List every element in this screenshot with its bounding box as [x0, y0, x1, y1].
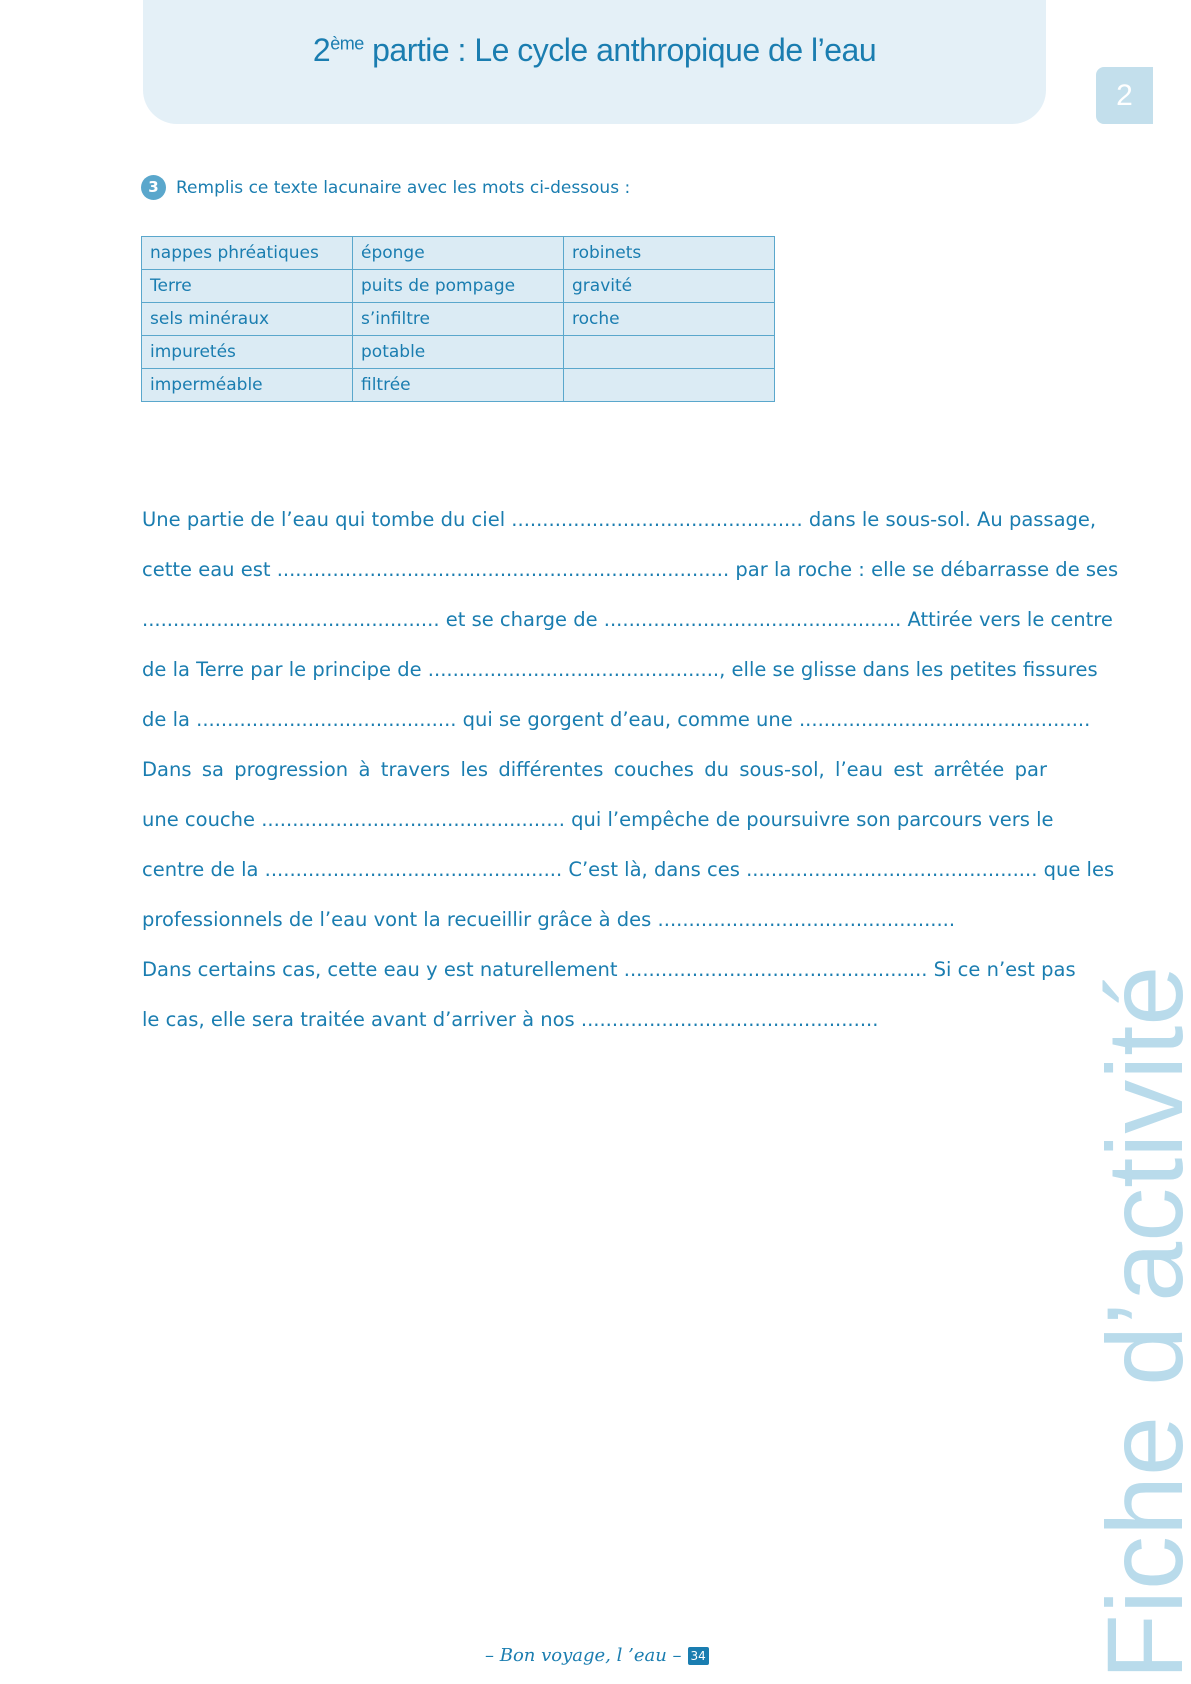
page-title: 2ème partie : Le cycle anthropique de l’… — [143, 32, 1046, 69]
word-cell: robinets — [563, 236, 775, 270]
word-cell: imperméable — [141, 368, 353, 402]
side-label: Fiche d’activité — [1084, 965, 1191, 1680]
text-line: Une partie de l’eau qui tombe du ciel ..… — [142, 508, 1097, 531]
table-row: sels minéraux s’infiltre roche — [141, 302, 775, 336]
word-cell — [563, 368, 775, 402]
text-line: Dans sa progression à travers les différ… — [142, 758, 1047, 781]
text-line: centre de la ...........................… — [142, 858, 1115, 881]
chapter-tab: 2 — [1096, 67, 1153, 124]
word-cell: Terre — [141, 269, 353, 303]
text-line: de la Terre par le principe de .........… — [142, 658, 1098, 681]
exercise-number-badge: 3 — [141, 175, 166, 200]
text-line: cette eau est ..........................… — [142, 558, 1119, 581]
word-table: nappes phréatiques éponge robinets Terre pui… — [141, 236, 775, 402]
footer-text: – Bon voyage, l ’eau – — [485, 1645, 682, 1666]
table-row: Terre puits de pompage gravité — [141, 269, 775, 303]
word-cell: sels minéraux — [141, 302, 353, 336]
table-row: nappes phréatiques éponge robinets — [141, 236, 775, 270]
word-cell: filtrée — [352, 368, 564, 402]
text-line: une couche .............................… — [142, 808, 1054, 831]
word-cell: gravité — [563, 269, 775, 303]
text-line: le cas, elle sera traitée avant d’arrive… — [142, 1008, 879, 1031]
fill-in-text: Une partie de l’eau qui tombe du ciel ..… — [142, 505, 1119, 1055]
table-row: imperméable filtrée — [141, 368, 775, 402]
text-line: ........................................… — [142, 608, 1113, 631]
page-number: 34 — [687, 1646, 709, 1665]
title-superscript: ème — [330, 33, 364, 54]
title-number: 2 — [312, 32, 331, 68]
instruction-text: Remplis ce texte lacunaire avec les mots… — [176, 177, 631, 198]
page-header: 2ème partie : Le cycle anthropique de l’… — [143, 0, 1046, 124]
word-cell: nappes phréatiques — [141, 236, 353, 270]
word-cell: éponge — [352, 236, 564, 270]
word-cell — [563, 335, 775, 369]
word-cell: roche — [563, 302, 775, 336]
word-cell: s’infiltre — [352, 302, 564, 336]
text-line: professionnels de l’eau vont la recueill… — [142, 908, 956, 931]
footer: – Bon voyage, l ’eau – 34 — [485, 1645, 709, 1666]
exercise-instruction: 3 Remplis ce texte lacunaire avec les mo… — [141, 175, 630, 200]
word-cell: puits de pompage — [352, 269, 564, 303]
text-line: Dans certains cas, cette eau y est natur… — [142, 958, 1076, 981]
word-cell: potable — [352, 335, 564, 369]
word-cell: impuretés — [141, 335, 353, 369]
table-row: impuretés potable — [141, 335, 775, 369]
title-text: partie : Le cycle anthropique de l’eau — [363, 32, 877, 68]
text-line: de la ..................................… — [142, 708, 1091, 731]
